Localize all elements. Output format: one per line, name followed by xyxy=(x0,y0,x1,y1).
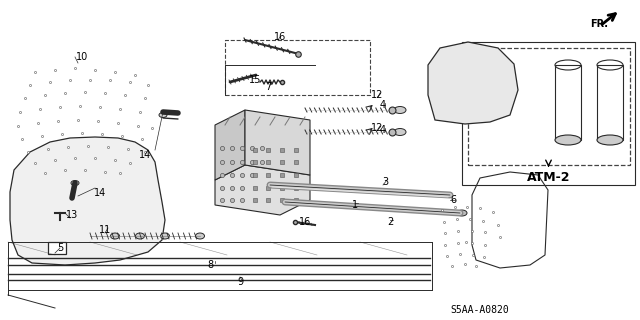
Text: 14: 14 xyxy=(139,150,151,160)
Ellipse shape xyxy=(394,107,406,114)
Text: 4: 4 xyxy=(380,125,386,135)
Polygon shape xyxy=(245,110,310,175)
Polygon shape xyxy=(428,42,518,124)
Ellipse shape xyxy=(136,233,145,239)
Ellipse shape xyxy=(159,113,167,117)
Text: 12: 12 xyxy=(371,90,383,100)
Bar xyxy=(468,48,630,165)
Text: 13: 13 xyxy=(66,210,78,220)
Text: 5: 5 xyxy=(57,243,63,253)
Text: 11: 11 xyxy=(99,225,111,235)
Text: ATM-2: ATM-2 xyxy=(527,171,570,183)
Text: 7: 7 xyxy=(265,82,271,92)
Bar xyxy=(597,65,623,140)
Text: 10: 10 xyxy=(76,52,88,62)
Bar xyxy=(48,242,66,254)
Ellipse shape xyxy=(394,129,406,135)
Bar xyxy=(555,65,581,140)
Ellipse shape xyxy=(71,180,79,186)
Ellipse shape xyxy=(597,135,623,145)
Text: 9: 9 xyxy=(237,277,243,287)
Polygon shape xyxy=(10,137,165,265)
Text: 8: 8 xyxy=(207,260,213,270)
Text: S5AA-A0820: S5AA-A0820 xyxy=(451,305,509,315)
Text: 6: 6 xyxy=(450,195,456,205)
Ellipse shape xyxy=(161,233,170,239)
Bar xyxy=(225,40,370,95)
Text: 15: 15 xyxy=(249,75,261,85)
Text: FR.: FR. xyxy=(590,19,608,29)
Text: 12: 12 xyxy=(371,123,383,133)
Text: 14: 14 xyxy=(94,188,106,198)
Text: 2: 2 xyxy=(387,217,393,227)
Ellipse shape xyxy=(555,135,581,145)
Ellipse shape xyxy=(195,233,205,239)
Ellipse shape xyxy=(457,210,467,216)
Text: 16: 16 xyxy=(299,217,311,227)
Text: 3: 3 xyxy=(382,177,388,187)
Text: 4: 4 xyxy=(380,100,386,110)
Polygon shape xyxy=(215,165,310,215)
Ellipse shape xyxy=(111,233,120,239)
Text: 1: 1 xyxy=(352,200,358,210)
Text: 16: 16 xyxy=(274,32,286,42)
Polygon shape xyxy=(215,110,245,180)
Bar xyxy=(462,42,635,185)
